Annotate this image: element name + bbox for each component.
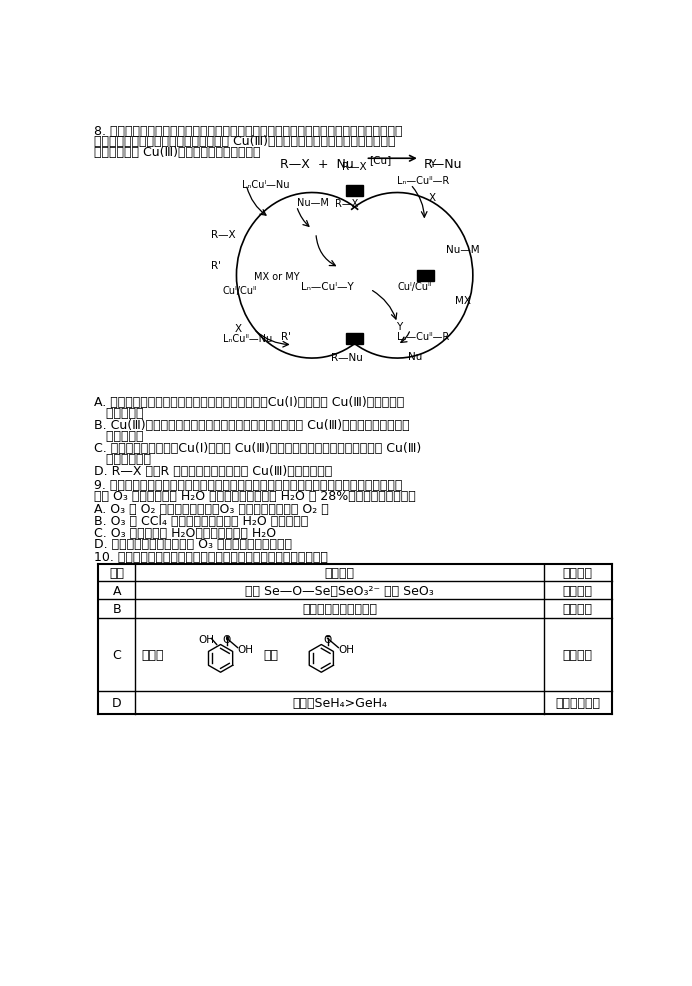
- Text: D. R—X 中，R 的空间位阻大更有利于 Cu(Ⅲ)中间体的生成: D. R—X 中，R 的空间位阻大更有利于 Cu(Ⅲ)中间体的生成: [94, 464, 332, 477]
- Text: Nu—M: Nu—M: [297, 197, 329, 207]
- Text: 杂化类型: 杂化类型: [563, 584, 593, 598]
- Text: R—X  +  Nu: R—X + Nu: [280, 159, 354, 172]
- Text: Lₙ—Cuᴵ—Y: Lₙ—Cuᴵ—Y: [301, 282, 354, 292]
- Text: R—Nu: R—Nu: [331, 353, 363, 363]
- Text: OH: OH: [199, 634, 215, 644]
- Text: B: B: [112, 602, 121, 615]
- Text: C: C: [112, 649, 121, 662]
- Text: 燔点：石墨高于金屚石: 燔点：石墨高于金屚石: [302, 602, 377, 615]
- Text: 已知 O₃ 的空间结构与 H₂O 的相似，但极性仅为 H₂O 的 28%。下列说法错误的是: 已知 O₃ 的空间结构与 H₂O 的相似，但极性仅为 H₂O 的 28%。下列说…: [94, 490, 416, 503]
- Text: OH: OH: [237, 645, 254, 655]
- Text: O: O: [323, 634, 331, 644]
- Text: [Cu]: [Cu]: [370, 155, 392, 165]
- Text: 氢键作用: 氢键作用: [563, 649, 593, 662]
- Text: R': R': [211, 260, 221, 270]
- Text: 键角 Se—O—Se：SeO₃²⁻ 小于 SeO₃: 键角 Se—O—Se：SeO₃²⁻ 小于 SeO₃: [245, 584, 434, 598]
- Bar: [346, 186, 363, 197]
- Text: D: D: [112, 696, 122, 709]
- Text: C. O₃ 的极性小于 H₂O，其键角也小于 H₂O: C. O₃ 的极性小于 H₂O，其键角也小于 H₂O: [94, 526, 276, 539]
- Text: 结构因素: 结构因素: [563, 566, 593, 580]
- Text: 10. 物质结构决定物质性质。下列性质差异与结构因素匹配错误的是: 10. 物质结构决定物质性质。下列性质差异与结构因素匹配错误的是: [94, 550, 328, 564]
- Text: 配合物稳定性: 配合物稳定性: [94, 453, 152, 466]
- Text: Y: Y: [397, 322, 403, 332]
- Bar: [346, 333, 363, 344]
- Text: LₙCuᴵᴵ—Nu: LₙCuᴵᴵ—Nu: [223, 333, 272, 344]
- Text: Y: Y: [429, 159, 435, 169]
- Text: 分子间作用力: 分子间作用力: [556, 696, 601, 709]
- Text: 强于: 强于: [263, 649, 278, 662]
- Text: 但反应中的高价铜中间体，特别是假定的 Cu(Ⅲ)中间体，具有高反应性并且难以检测。: 但反应中的高价铜中间体，特别是假定的 Cu(Ⅲ)中间体，具有高反应性并且难以检测…: [94, 135, 396, 148]
- Text: X: X: [428, 193, 436, 203]
- Text: OH: OH: [338, 645, 354, 655]
- Text: MX: MX: [455, 295, 471, 306]
- Text: 9. 大气中的臭氧层保护地球生物的生存，它还是有机合成的氧化剂、可替代氯气的净水剂。: 9. 大气中的臭氧层保护地球生物的生存，它还是有机合成的氧化剂、可替代氯气的净水…: [94, 478, 403, 491]
- Text: 性质差异: 性质差异: [325, 566, 354, 580]
- Text: 酸性：: 酸性：: [142, 649, 164, 662]
- Text: Lₙ—Cuᴵᴵ—R: Lₙ—Cuᴵᴵ—R: [397, 331, 450, 341]
- Text: Nu: Nu: [408, 351, 422, 362]
- Text: Nu—M: Nu—M: [446, 246, 480, 255]
- Text: 沸点：SeH₄>GeH₄: 沸点：SeH₄>GeH₄: [292, 696, 387, 709]
- Text: D. 雷雨过后，空气中微量的 O₃ 使人感到空气清新舒适: D. 雷雨过后，空气中微量的 O₃ 使人感到空气清新舒适: [94, 537, 292, 550]
- Text: B. O₃ 在 CCl₄ 中的溶解度大于其在 H₂O 中的溶解度: B. O₃ 在 CCl₄ 中的溶解度大于其在 H₂O 中的溶解度: [94, 515, 309, 528]
- Text: 学上更有利: 学上更有利: [94, 407, 144, 420]
- Text: MX or MY: MX or MY: [254, 272, 300, 282]
- Text: 选项: 选项: [109, 566, 125, 580]
- Text: R—Nu: R—Nu: [424, 159, 462, 172]
- Text: R—X: R—X: [336, 199, 358, 209]
- Text: A. O₃ 与 O₂ 互为同素异形体，O₃ 在水中的溶解度比 O₂ 大: A. O₃ 与 O₂ 互为同素异形体，O₃ 在水中的溶解度比 O₂ 大: [94, 503, 329, 516]
- Text: LₙCuᴵ—Nu: LₙCuᴵ—Nu: [242, 179, 290, 190]
- Text: C. 吸电子基团可以稳定Cu(Ⅰ)和高价 Cu(Ⅲ)金属中心，可用三氟甲基配体提高 Cu(Ⅲ): C. 吸电子基团可以稳定Cu(Ⅰ)和高价 Cu(Ⅲ)金属中心，可用三氟甲基配体提…: [94, 442, 421, 455]
- Text: Lₙ—Cuᴵᴵ—R: Lₙ—Cuᴵᴵ—R: [397, 176, 450, 186]
- Text: R': R': [281, 331, 291, 341]
- Text: Cuᴵ/Cuᴵᴵ: Cuᴵ/Cuᴵᴵ: [397, 282, 432, 292]
- Text: 晶体类型: 晶体类型: [563, 602, 593, 615]
- Text: R—X: R—X: [343, 162, 367, 173]
- Text: R—X: R—X: [211, 230, 236, 240]
- Text: A: A: [113, 584, 121, 598]
- Text: X: X: [235, 323, 242, 333]
- Bar: [417, 270, 435, 281]
- Text: 为了获得稳定 Cu(Ⅲ)产物，下列说法正确的是: 为了获得稳定 Cu(Ⅲ)产物，下列说法正确的是: [94, 146, 261, 159]
- Text: Cuᴵ/Cuᴵᴵ: Cuᴵ/Cuᴵᴵ: [223, 285, 257, 295]
- Text: A. 使用具有高还原性的烷基亲电试剂，使得从起始Cu(Ⅰ)物种形成 Cu(Ⅲ)物种在热力: A. 使用具有高还原性的烷基亲电试剂，使得从起始Cu(Ⅰ)物种形成 Cu(Ⅲ)物…: [94, 395, 405, 408]
- Text: 8. 研究表明铜崇化烷基亲电试剂的交叉偶联反应涉及两种不同的崇化循环（如下图所示），: 8. 研究表明铜崇化烷基亲电试剂的交叉偶联反应涉及两种不同的崇化循环（如下图所示…: [94, 124, 403, 137]
- Text: B. Cu(Ⅲ)中间体的还原消除能垓（活化能）必须低于形成 Cu(Ⅲ)物种的氧化加成能垓: B. Cu(Ⅲ)中间体的还原消除能垓（活化能）必须低于形成 Cu(Ⅲ)物种的氧化…: [94, 418, 410, 431]
- Text: （活化能）: （活化能）: [94, 430, 144, 443]
- Text: O: O: [223, 634, 231, 644]
